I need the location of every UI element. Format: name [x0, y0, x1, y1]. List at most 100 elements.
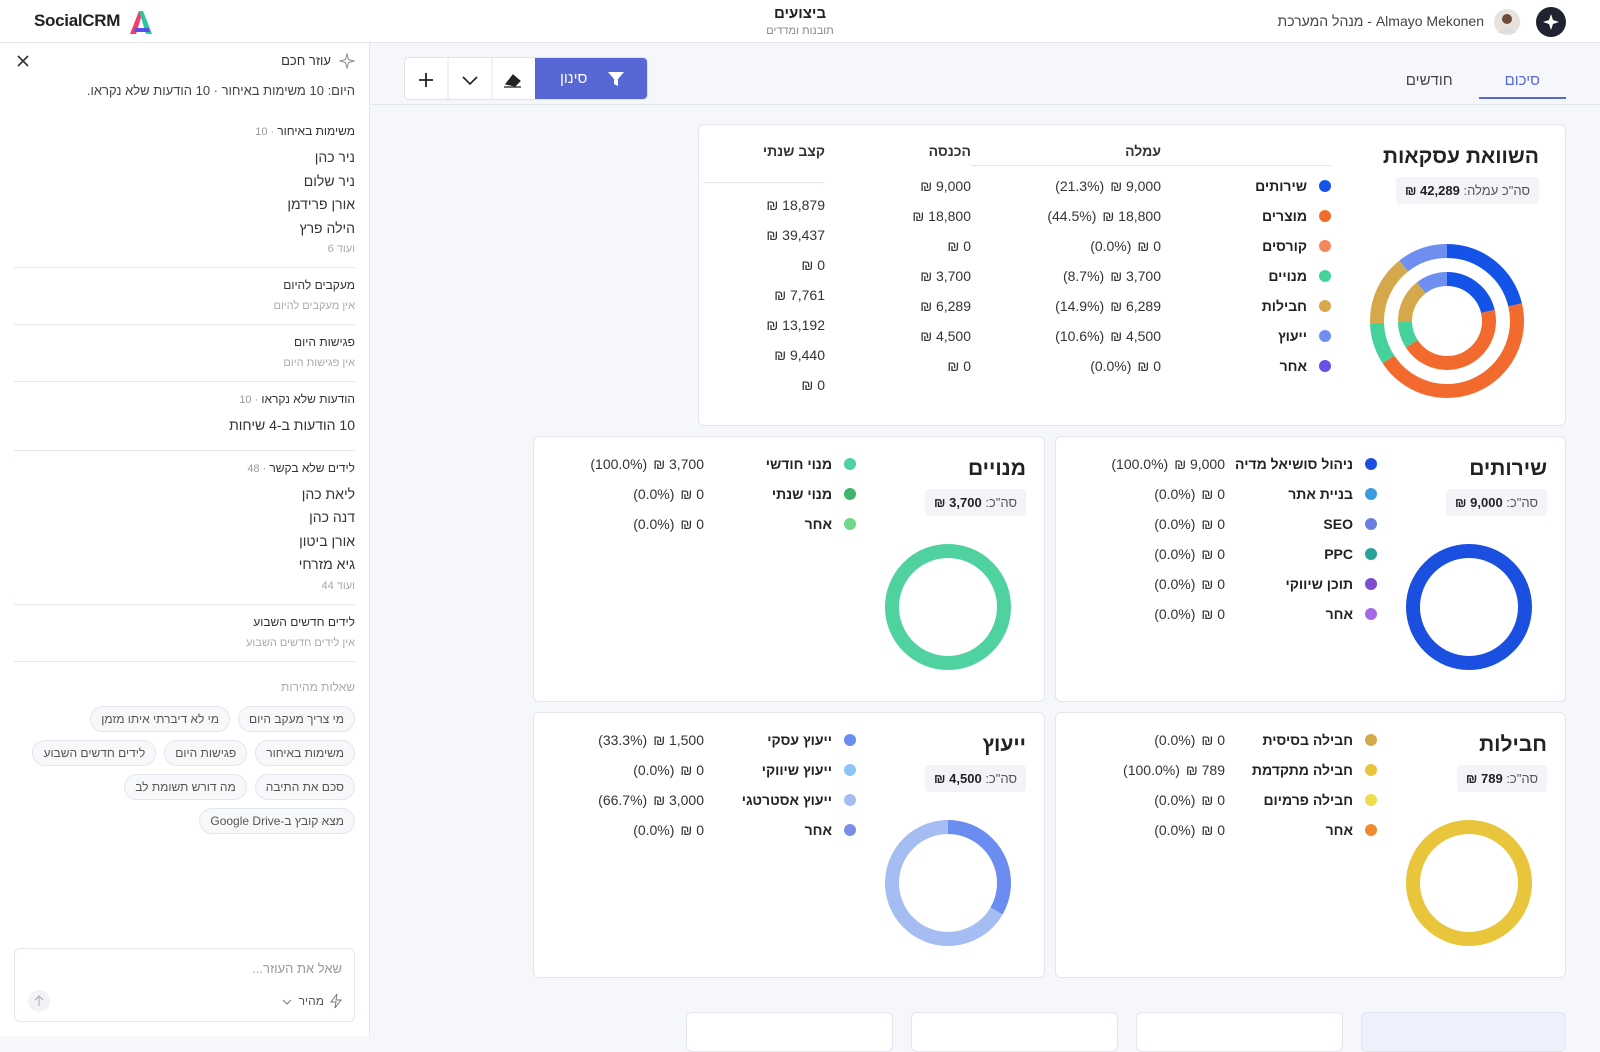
total-badge: סה"כ: ₪ 9,000 — [1446, 489, 1547, 516]
section-item[interactable]: ניר שלום — [303, 172, 355, 189]
row-name: מנויים — [1268, 268, 1307, 284]
annual-cell: ₪ 9,440 — [774, 340, 825, 370]
commission-cell: ₪ 0 (0.0%) — [1090, 351, 1161, 381]
legend-dot — [1319, 210, 1331, 222]
quick-chip[interactable]: פגישות היום — [164, 739, 248, 766]
comparison-row: ייעוץ — [1141, 321, 1331, 351]
row-name: מוצרים — [1261, 208, 1307, 224]
item-name: ייעוץ שיווקי — [761, 762, 832, 778]
user-name[interactable]: Almayo Mekonen - מנהל המערכת — [1277, 13, 1484, 29]
column-header: עמלה — [1125, 143, 1161, 159]
assistant-header: עוזר חכם — [14, 43, 355, 83]
close-button[interactable] — [16, 54, 30, 68]
chat-input[interactable]: שאל את העוזר... מהיר — [14, 948, 355, 1022]
mode-select[interactable]: מהיר — [298, 994, 324, 1008]
total-badge: סה"כ: ₪ 3,700 — [925, 489, 1026, 516]
filter-button[interactable]: סינון — [535, 58, 647, 99]
item-name: SEO — [1323, 516, 1353, 532]
commission-value: ₪ 6,289 — [1110, 298, 1161, 314]
quick-chip[interactable]: מצא קובץ ב-Google Drive — [199, 807, 355, 834]
section-more: ועוד 6 — [327, 243, 355, 255]
assistant-section: משימות באיחור · 10 ניר כהן ניר שלום אורן פר… — [14, 114, 355, 268]
annual-cell: ₪ 0 — [801, 370, 825, 400]
section-item[interactable]: ניר כהן — [314, 149, 355, 165]
section-item[interactable]: אורן ביטון — [299, 532, 355, 549]
quick-chip[interactable]: מי צריך מעקב היום — [238, 705, 355, 732]
donut-chart — [885, 544, 1011, 670]
section-header: פגישות היום — [14, 335, 355, 349]
clear-button[interactable] — [504, 74, 521, 88]
legend-row: מנוי שנתי — [772, 479, 856, 509]
quick-chip[interactable]: משימות באיחור — [255, 739, 355, 766]
kpi-card — [1136, 1012, 1343, 1052]
commission-value: ₪ 0 — [1137, 238, 1161, 254]
legend-dot — [1365, 824, 1377, 836]
kpi-card — [686, 1012, 893, 1052]
total-label: סה"כ: — [985, 495, 1017, 510]
tab[interactable]: סיכום — [1478, 72, 1566, 99]
total-label: סה"כ עמלה: — [1463, 183, 1530, 198]
quick-chip[interactable]: מה דורש תשומת לב — [124, 773, 247, 800]
chat-placeholder: שאל את העוזר... — [252, 961, 342, 976]
section-item[interactable]: אורן פרידמן — [287, 196, 355, 212]
legend-dot — [1365, 794, 1377, 806]
legend-dot — [1365, 458, 1377, 470]
section-count: 10 — [239, 394, 252, 406]
assistant-section: לידים שלא בקשר · 48 ליאת כהן דנה כהן אורן ב… — [14, 451, 355, 605]
section-item[interactable]: דנה כהן — [309, 509, 355, 525]
quick-chip[interactable]: סכם את התיבה — [254, 773, 355, 800]
legend-dot — [1319, 360, 1331, 372]
legend-dot — [844, 488, 856, 500]
commission-share: (44.5%) — [1047, 208, 1097, 224]
section-empty: אין לידים חדשים השבוע — [246, 636, 355, 649]
item-share: (0.0%) — [1154, 516, 1196, 532]
section-item[interactable]: גיא מזרחי — [298, 556, 355, 572]
item-share: (0.0%) — [1154, 576, 1196, 592]
send-button[interactable] — [27, 989, 51, 1013]
value-cell: ₪ 0 (0.0%) — [1154, 539, 1225, 569]
legend-dot — [844, 764, 856, 776]
tab[interactable]: חודשים — [1405, 72, 1453, 89]
total-value: ₪ 789 — [1465, 771, 1503, 786]
total-badge: סה"כ: ₪ 4,500 — [925, 765, 1026, 792]
commission-value: ₪ 0 — [1137, 358, 1161, 374]
item-share: (0.0%) — [633, 822, 675, 838]
section-item[interactable]: הילה פרץ — [299, 219, 355, 236]
avatar[interactable] — [1494, 9, 1520, 35]
legend-row: חבילה פרמיום — [1263, 785, 1377, 815]
section-item[interactable]: ליאת כהן — [301, 485, 355, 502]
item-amount: ₪ 0 — [1201, 732, 1225, 748]
donut-segment — [1370, 244, 1524, 398]
value-cell: ₪ 789 (100.0%) — [1123, 755, 1225, 785]
donut-segment — [885, 544, 1011, 670]
donut-chart — [1406, 544, 1532, 670]
column-header: הכנסה — [928, 143, 971, 159]
commission-value: ₪ 4,500 — [1110, 328, 1161, 344]
item-amount: ₪ 0 — [1201, 576, 1225, 592]
legend-row: אחר — [1326, 815, 1377, 845]
quick-chip[interactable]: מי לא דיברתי איתו מזמן — [90, 705, 231, 732]
commission-value: ₪ 18,800 — [1102, 208, 1161, 224]
kpi-card — [911, 1012, 1118, 1052]
add-button[interactable] — [419, 73, 433, 87]
ai-button[interactable] — [1536, 7, 1566, 37]
section-header: הודעות שלא נקראו · 10 — [14, 392, 355, 406]
column-header: קצב שנתי — [762, 143, 825, 159]
quick-chip[interactable]: לידים חדשים השבוע — [32, 739, 157, 766]
item-amount: ₪ 0 — [680, 516, 704, 532]
value-cell: ₪ 1,500 (33.3%) — [598, 725, 704, 755]
comparison-row: אחר — [1141, 351, 1331, 381]
tabs-divider — [370, 104, 1600, 105]
total-value: ₪ 3,700 — [934, 495, 982, 510]
total-badge: סה"כ: ₪ 789 — [1456, 765, 1547, 792]
item-name: PPC — [1324, 546, 1353, 562]
annual-value: ₪ 0 — [801, 257, 825, 273]
commission-share: (0.0%) — [1090, 238, 1132, 254]
donut-segment — [1398, 272, 1496, 370]
dropdown-button[interactable] — [462, 76, 478, 86]
assistant-panel: עוזר חכם היום: 10 משימות באיחור · 10 הוד… — [0, 43, 370, 1036]
legend-dot — [1319, 330, 1331, 342]
toolbar: סינון — [404, 57, 648, 100]
legend-row: אחר — [1326, 599, 1377, 629]
item-name: אחר — [804, 822, 832, 838]
